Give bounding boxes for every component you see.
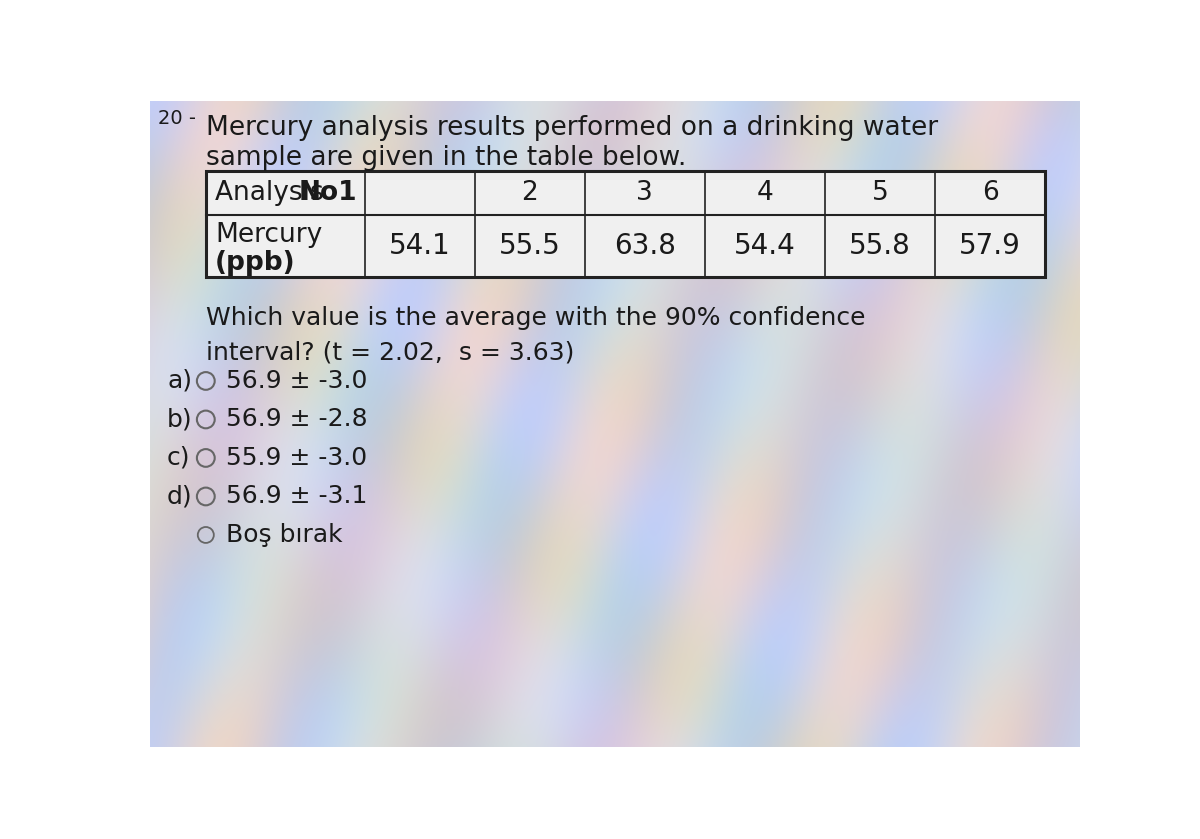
Text: 2: 2 xyxy=(521,180,538,206)
Text: (ppb): (ppb) xyxy=(215,250,295,276)
Text: b): b) xyxy=(167,408,193,431)
Text: c): c) xyxy=(167,446,191,470)
Text: 20 -: 20 - xyxy=(157,109,196,128)
Bar xyxy=(206,171,1045,277)
Text: Mercury: Mercury xyxy=(215,222,323,248)
Text: sample are given in the table below.: sample are given in the table below. xyxy=(206,144,686,170)
Text: 5: 5 xyxy=(871,180,888,206)
Text: 55.9 ± -3.0: 55.9 ± -3.0 xyxy=(226,446,367,470)
Bar xyxy=(704,216,826,277)
Text: Mercury analysis results performed on a drinking water: Mercury analysis results performed on a … xyxy=(206,115,938,141)
Text: d): d) xyxy=(167,484,193,508)
Bar xyxy=(704,171,826,216)
Bar xyxy=(475,171,584,216)
Bar xyxy=(584,216,704,277)
Text: 55.5: 55.5 xyxy=(499,232,560,260)
Bar xyxy=(206,171,365,216)
Bar xyxy=(365,171,475,216)
Text: 56.9 ± -3.1: 56.9 ± -3.1 xyxy=(226,484,367,508)
Bar xyxy=(826,216,935,277)
Text: 55.8: 55.8 xyxy=(850,232,911,260)
Text: 63.8: 63.8 xyxy=(614,232,676,260)
Bar xyxy=(935,171,1045,216)
Text: 54.1: 54.1 xyxy=(389,232,450,260)
Text: 57.9: 57.9 xyxy=(959,232,1021,260)
Text: interval? (t = 2.02,  s = 3.63): interval? (t = 2.02, s = 3.63) xyxy=(206,341,574,365)
Bar xyxy=(584,171,704,216)
Text: 6: 6 xyxy=(982,180,998,206)
Bar xyxy=(365,216,475,277)
Text: 3: 3 xyxy=(636,180,653,206)
Text: a): a) xyxy=(167,369,192,393)
Text: Which value is the average with the 90% confidence: Which value is the average with the 90% … xyxy=(206,306,865,331)
Bar xyxy=(826,171,935,216)
Bar xyxy=(206,216,365,277)
Text: Analysis: Analysis xyxy=(215,180,332,206)
Text: 56.9 ± -3.0: 56.9 ± -3.0 xyxy=(226,369,367,393)
Text: 54.4: 54.4 xyxy=(734,232,796,260)
Bar xyxy=(475,216,584,277)
Text: 4: 4 xyxy=(756,180,773,206)
Text: No1: No1 xyxy=(299,180,358,206)
Text: 56.9 ± -2.8: 56.9 ± -2.8 xyxy=(226,408,367,431)
Bar xyxy=(935,216,1045,277)
Text: Boş bırak: Boş bırak xyxy=(226,523,342,547)
